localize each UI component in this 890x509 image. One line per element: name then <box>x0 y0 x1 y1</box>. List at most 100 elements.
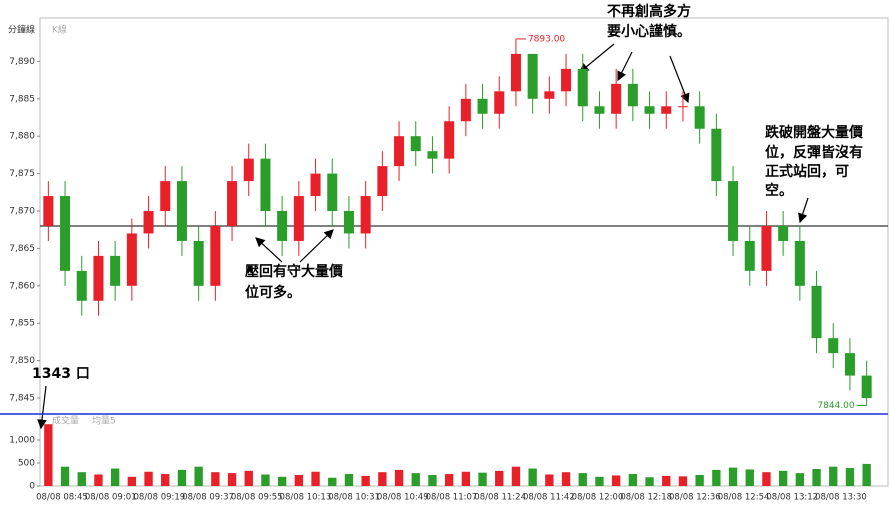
candle-body <box>143 211 154 234</box>
candle-body <box>310 173 321 197</box>
volume-bar <box>44 424 53 486</box>
candle-body <box>444 121 455 159</box>
header-title: 分鐘線 <box>8 24 35 36</box>
volume-bar <box>795 473 805 486</box>
candle-body <box>110 255 121 286</box>
volume-bar <box>611 475 621 486</box>
candle-body <box>711 128 722 182</box>
arrows <box>37 43 809 430</box>
header-tab[interactable]: K線 <box>52 24 67 36</box>
volume-bar <box>378 472 387 486</box>
volume-bar <box>60 466 70 486</box>
candle-body <box>627 83 638 107</box>
volume-bar <box>645 477 654 486</box>
volume-bar <box>194 466 203 486</box>
candle-body <box>861 375 872 399</box>
candle-body <box>460 98 471 122</box>
volume-bar <box>545 474 554 486</box>
candle-body <box>661 106 672 114</box>
candle-body <box>210 225 221 286</box>
x-tick-label: 08/08 12:54 <box>718 493 770 503</box>
volume-bar <box>528 468 537 486</box>
candle-body <box>43 196 54 226</box>
candle-body <box>577 68 588 107</box>
high-label: 7893.00 <box>528 34 565 44</box>
candle-body <box>293 196 304 241</box>
volume-bar <box>227 473 237 486</box>
volume-bar <box>478 472 487 486</box>
y-tick-label: 7,865 <box>9 244 35 254</box>
volume-bar <box>394 469 404 486</box>
x-tick-label: 08/08 09:55 <box>231 493 283 503</box>
x-tick-label: 08/08 10:31 <box>328 493 380 503</box>
x-tick-label: 08/08 12:18 <box>620 493 672 503</box>
volume-bar <box>461 471 471 486</box>
candle-body <box>93 255 104 301</box>
volume-bar <box>812 468 821 486</box>
candle-body <box>828 338 839 354</box>
y-tick-label: 7,885 <box>9 94 35 104</box>
candle-body <box>343 211 354 234</box>
volume-bar <box>144 471 153 486</box>
y-tick-label: 500 <box>18 459 35 469</box>
candle-body <box>744 240 755 271</box>
volume-bar <box>561 472 571 486</box>
x-tick-label: 08/08 13:30 <box>815 493 867 503</box>
volume-bar <box>328 477 337 486</box>
volume-bar <box>127 476 137 486</box>
volume-bar <box>110 468 120 486</box>
volume-bar <box>662 475 671 486</box>
x-tick-label: 08/08 10:49 <box>377 493 429 503</box>
volume-bar <box>628 474 638 486</box>
volume-bar <box>578 473 587 486</box>
y-tick-label: 7,880 <box>9 132 35 142</box>
candle-body <box>227 181 238 226</box>
volume-bar <box>845 468 855 486</box>
volume-bar <box>728 467 738 486</box>
volume-bar <box>294 474 304 486</box>
volume-bar <box>211 472 220 486</box>
x-tick-label: 08/08 11:42 <box>523 493 575 503</box>
volume-bar <box>94 474 103 486</box>
x-tick-label: 08/08 10:13 <box>280 493 332 503</box>
volume-bar <box>344 474 354 486</box>
annotation: 要小心謹慎。 <box>607 23 691 40</box>
annotation: 壓回有守大量價 <box>245 263 344 280</box>
volume-bar <box>411 473 420 486</box>
volume-bar <box>712 469 721 486</box>
y-tick-label: 7,860 <box>9 281 35 291</box>
candle-body <box>260 158 271 212</box>
candle-body <box>778 225 789 241</box>
x-tick-label: 08/08 08:45 <box>36 493 88 503</box>
candle-body <box>126 233 137 286</box>
volume-bar <box>444 474 454 486</box>
candle-body <box>327 173 338 212</box>
candle-body <box>76 270 87 301</box>
candle-body <box>277 211 288 241</box>
x-tick-label: 08/08 11:24 <box>474 493 526 503</box>
volume-legend: 成交量 <box>52 415 79 427</box>
x-tick-label: 08/08 09:19 <box>134 493 186 503</box>
volume-bar <box>829 466 838 486</box>
volume-bar <box>678 476 688 486</box>
volume-bar <box>261 474 270 486</box>
candle-body <box>410 136 421 152</box>
volume-bar <box>495 470 504 486</box>
x-tick-label: 08/08 12:36 <box>669 493 721 503</box>
volume-bar <box>428 474 437 486</box>
volume-bar <box>311 471 320 486</box>
annotation: 跌破開盤大量價 <box>765 124 864 141</box>
candle-body <box>794 240 805 286</box>
candle-body <box>561 68 572 92</box>
candle-body <box>477 98 488 114</box>
volume-bar <box>778 470 788 486</box>
volume-bar <box>595 476 604 486</box>
plot-frame <box>39 17 889 487</box>
annotation: 1343 口 <box>32 366 90 382</box>
low-label: 7844.00 <box>817 401 854 411</box>
annotation: 不再創高多方 <box>607 3 691 20</box>
y-tick-label: 1,000 <box>9 436 35 446</box>
x-tick-label: 08/08 11:07 <box>426 493 478 503</box>
annotation: 正式站回，可 <box>765 163 849 180</box>
candle-body <box>644 106 655 114</box>
